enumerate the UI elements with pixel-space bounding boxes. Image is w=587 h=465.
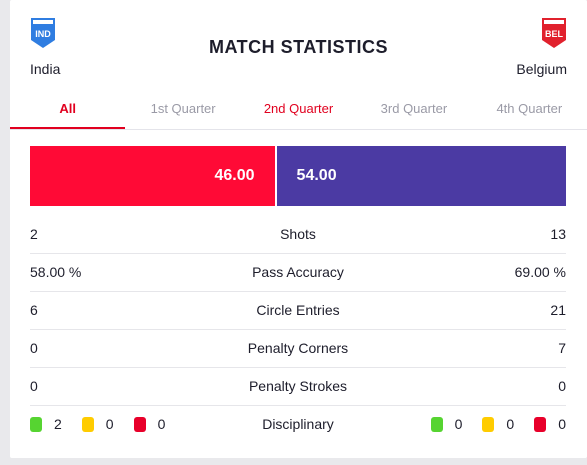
home-team: IND India bbox=[30, 17, 60, 77]
stat-row-pass-accuracy: 58.00 % Pass Accuracy 69.00 % bbox=[30, 254, 566, 292]
stat-label: Shots bbox=[280, 226, 316, 242]
away-value: 7 bbox=[558, 340, 566, 356]
stat-label: Penalty Strokes bbox=[248, 378, 348, 394]
home-value: 0 bbox=[30, 340, 38, 356]
home-cards: 2 0 0 bbox=[30, 406, 185, 442]
away-possession: 54.00 bbox=[276, 146, 566, 206]
home-value: 0 bbox=[30, 378, 38, 394]
match-statistics-card: IND India MATCH STATISTICS BEL Belgium A… bbox=[10, 0, 587, 458]
home-value: 6 bbox=[30, 302, 38, 318]
green-card-icon bbox=[430, 416, 443, 432]
home-possession: 46.00 bbox=[30, 146, 277, 206]
possession-bar: 46.00 54.00 bbox=[30, 146, 566, 206]
home-green-count: 2 bbox=[54, 416, 62, 432]
home-team-name: India bbox=[30, 61, 61, 77]
home-red-count: 0 bbox=[157, 416, 166, 432]
stat-row-shots: 2 Shots 13 bbox=[30, 216, 566, 254]
away-cards: 0 0 0 bbox=[430, 406, 566, 442]
tab-2nd-quarter[interactable]: 2nd Quarter bbox=[263, 101, 334, 116]
away-value: 21 bbox=[550, 302, 566, 318]
away-red-count: 0 bbox=[558, 416, 566, 432]
india-flag-icon: IND bbox=[31, 18, 55, 48]
away-possession-value: 54.00 bbox=[296, 167, 337, 184]
home-value: 58.00 % bbox=[30, 264, 82, 280]
stat-label: Penalty Corners bbox=[247, 340, 349, 356]
away-yellow-count: 0 bbox=[506, 416, 515, 432]
home-value: 2 bbox=[30, 226, 38, 242]
tab-1st-quarter[interactable]: 1st Quarter bbox=[150, 101, 216, 116]
away-value: 13 bbox=[550, 226, 566, 242]
stat-row-circle-entries: 6 Circle Entries 21 bbox=[30, 292, 566, 330]
stats-table: 2 Shots 13 58.00 % Pass Accuracy 69.00 %… bbox=[30, 216, 566, 444]
home-yellow-count: 0 bbox=[105, 416, 114, 432]
stat-row-penalty-strokes: 0 Penalty Strokes 0 bbox=[30, 368, 566, 406]
away-value: 0 bbox=[558, 378, 566, 394]
yellow-card-icon bbox=[81, 416, 94, 432]
away-team-name: Belgium bbox=[516, 61, 567, 77]
green-card-icon bbox=[30, 416, 42, 432]
yellow-card-icon bbox=[482, 416, 495, 432]
away-code: BEL bbox=[545, 29, 564, 39]
away-team: BEL Belgium bbox=[516, 17, 567, 77]
tab-all[interactable]: All bbox=[10, 90, 126, 129]
quarter-tabs: All 1st Quarter 2nd Quarter 3rd Quarter … bbox=[10, 90, 587, 130]
home-possession-value: 46.00 bbox=[214, 167, 255, 184]
red-card-icon bbox=[133, 416, 146, 432]
tab-4th-quarter[interactable]: 4th Quarter bbox=[496, 101, 563, 116]
stat-row-disciplinary: 2 0 0 Disciplinary 0 0 0 bbox=[30, 406, 566, 444]
belgium-flag-icon: BEL bbox=[542, 18, 566, 48]
red-card-icon bbox=[534, 416, 547, 432]
stat-label: Pass Accuracy bbox=[252, 264, 344, 280]
stat-label: Disciplinary bbox=[262, 416, 334, 432]
page-title: MATCH STATISTICS bbox=[209, 37, 388, 57]
away-green-count: 0 bbox=[454, 416, 463, 432]
away-value: 69.00 % bbox=[514, 264, 566, 280]
stat-label: Circle Entries bbox=[256, 302, 340, 318]
tab-3rd-quarter[interactable]: 3rd Quarter bbox=[380, 101, 448, 116]
home-code: IND bbox=[35, 29, 51, 39]
stat-row-penalty-corners: 0 Penalty Corners 7 bbox=[30, 330, 566, 368]
